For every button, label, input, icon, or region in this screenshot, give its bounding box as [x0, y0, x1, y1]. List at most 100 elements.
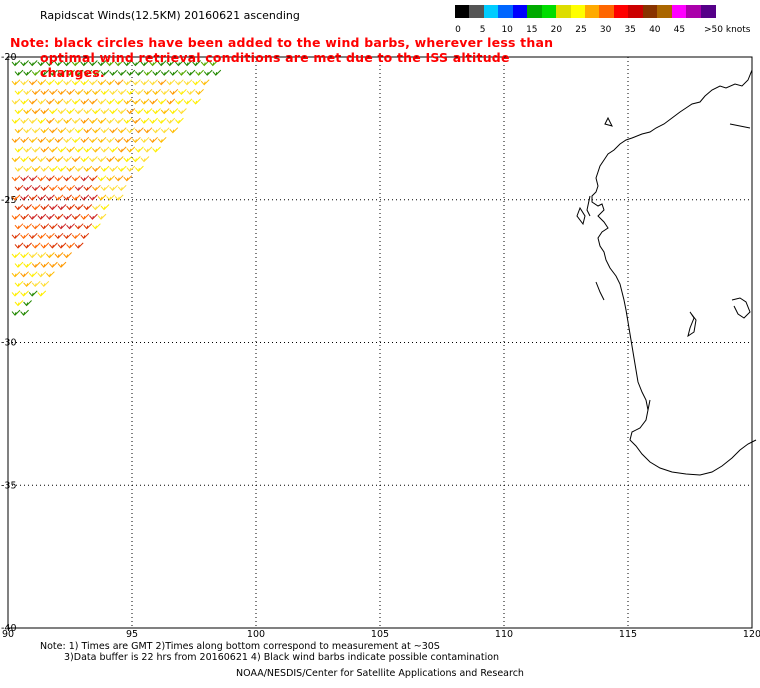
wind-barb — [166, 60, 176, 67]
wind-barb — [74, 242, 84, 249]
wind-barb — [135, 146, 144, 153]
wind-barb — [209, 60, 219, 67]
wind-barb — [80, 60, 90, 67]
wind-barb — [89, 98, 98, 105]
wind-barb — [46, 98, 55, 105]
lon-tick-label: 120 — [743, 629, 760, 640]
wind-barb — [183, 98, 193, 105]
wind-barb — [135, 108, 144, 115]
wind-barb — [175, 98, 184, 105]
wind-barb — [117, 184, 127, 192]
wind-barb — [11, 252, 21, 259]
legend-label: 10 — [501, 25, 513, 35]
wind-barb — [114, 136, 124, 144]
wind-barb — [49, 204, 58, 211]
wind-barb — [92, 165, 101, 172]
legend-swatch — [671, 5, 687, 18]
wind-barb — [109, 146, 118, 153]
wind-barb — [28, 194, 38, 201]
wind-barb — [92, 184, 101, 192]
legend-label: 40 — [649, 25, 661, 35]
wind-barb — [195, 69, 204, 76]
wind-barb — [40, 184, 50, 192]
wind-barb — [160, 88, 170, 96]
wind-barb — [20, 213, 29, 220]
wind-barb — [152, 88, 161, 96]
wind-barb — [200, 60, 210, 67]
legend-swatch — [556, 5, 572, 18]
wind-barb — [109, 69, 118, 76]
wind-barb — [14, 300, 24, 307]
footnote-line2: 3)Data buffer is 22 hrs from 20160621 4)… — [64, 652, 500, 663]
wind-barb — [152, 146, 161, 153]
lat-tick-label: -40 — [1, 623, 17, 634]
wind-barb — [54, 98, 64, 105]
wind-barb — [92, 108, 101, 115]
wind-barb — [37, 213, 47, 220]
wind-barb — [57, 184, 67, 192]
wind-barb — [23, 242, 32, 249]
wind-barb — [20, 309, 29, 316]
wind-barb — [40, 204, 50, 211]
wind-barb — [66, 204, 75, 211]
wind-barb — [14, 223, 24, 230]
wind-barb — [49, 184, 58, 192]
wind-barb — [49, 146, 58, 153]
wind-barb — [40, 88, 50, 96]
wind-barb — [28, 252, 38, 259]
wind-barb — [23, 300, 32, 307]
wind-barb — [106, 175, 115, 182]
wind-barb — [117, 88, 127, 96]
wind-barb — [46, 156, 55, 163]
legend-swatch — [527, 5, 543, 18]
wind-barb — [192, 60, 201, 67]
wind-barb — [143, 88, 153, 96]
wind-barb — [71, 156, 81, 163]
wind-barb — [63, 232, 72, 240]
wind-barb — [37, 194, 47, 201]
wind-barb — [40, 261, 50, 268]
wind-barb — [31, 242, 41, 249]
legend-swatch — [498, 5, 514, 18]
wind-barb — [37, 271, 47, 278]
wind-barb — [114, 79, 124, 86]
lat-tick-label: -35 — [1, 480, 17, 491]
wind-barb — [57, 223, 67, 230]
wind-barb — [71, 232, 81, 240]
wind-barb — [89, 117, 98, 124]
wind-barb — [117, 69, 127, 76]
wind-barb — [28, 213, 38, 220]
wind-barb — [66, 223, 75, 230]
wind-barb — [37, 98, 47, 105]
wind-barb — [106, 98, 115, 105]
wind-barb — [97, 213, 107, 220]
wind-barb — [117, 127, 127, 134]
wind-barb — [169, 108, 179, 115]
wind-barb — [46, 271, 55, 278]
wind-barb — [57, 88, 67, 96]
wind-barb — [114, 175, 124, 182]
wind-barb — [54, 60, 64, 67]
wind-barb — [66, 184, 75, 192]
wind-barb — [71, 79, 81, 86]
legend-swatch — [570, 5, 586, 18]
wind-barb — [20, 79, 29, 86]
wind-barb — [57, 165, 67, 172]
wind-barb — [23, 204, 32, 211]
wind-barb — [63, 117, 72, 124]
wind-barb — [83, 223, 93, 230]
wind-barb — [100, 69, 110, 76]
legend-swatch — [483, 5, 499, 18]
wind-barb — [40, 127, 50, 134]
legend-swatch — [700, 5, 716, 18]
wind-barb — [126, 165, 136, 172]
wind-barb — [20, 194, 29, 201]
wind-barb — [54, 194, 64, 201]
wind-barb — [97, 79, 107, 86]
wind-barb — [123, 156, 133, 163]
wind-barb — [49, 223, 58, 230]
wind-barb — [132, 156, 141, 163]
wind-barb — [46, 213, 55, 220]
wind-barb — [149, 98, 158, 105]
wind-barb — [126, 69, 136, 76]
